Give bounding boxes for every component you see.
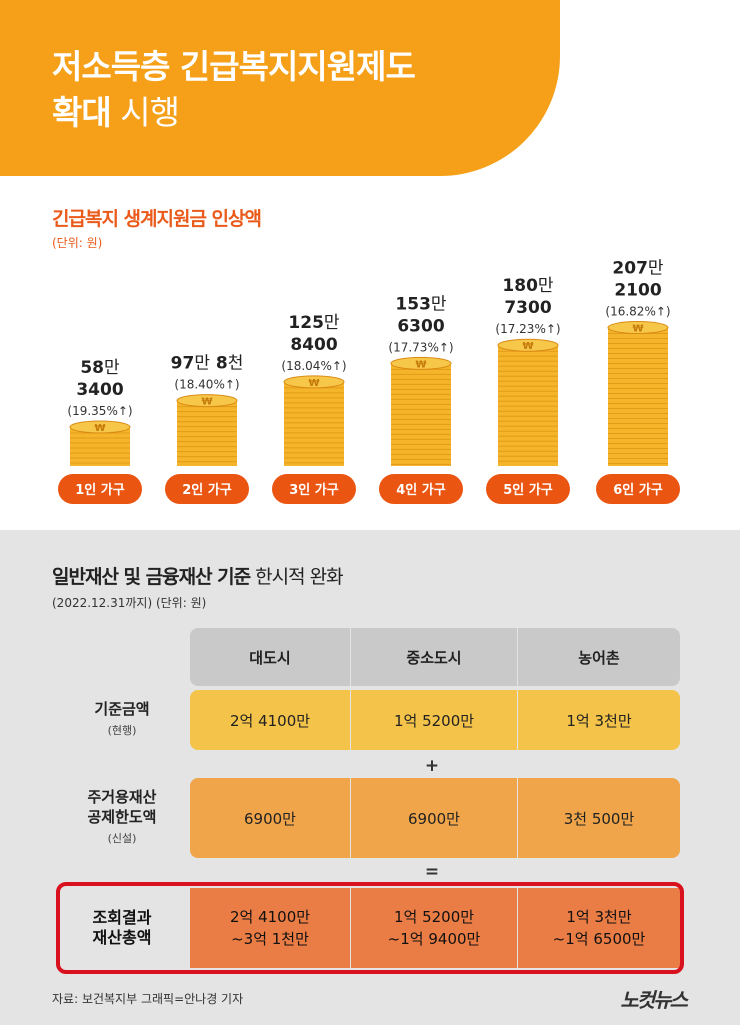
category-label: 1인 가구 <box>75 482 124 498</box>
coin-top <box>390 356 452 370</box>
category-label: 2인 가구 <box>182 482 231 498</box>
category-label: 5인 가구 <box>503 482 552 498</box>
header-mid-city: 중소도시 <box>351 628 517 686</box>
table-cell: 1억 5200만 ~1억 9400만 <box>351 888 517 968</box>
title-bold: 확대 <box>52 93 112 132</box>
coin-top <box>176 394 238 408</box>
plus-sign: + <box>424 756 440 776</box>
table-cell: 6900만 <box>351 778 517 858</box>
header-large-city: 대도시 <box>190 628 350 686</box>
row-label-note: (신설) <box>107 832 137 845</box>
table-cell: 2억 4100만 ~3억 1천만 <box>190 888 350 968</box>
category-badge <box>272 474 356 504</box>
equal-sign: = <box>424 862 440 882</box>
value-label-line1: 153만 <box>395 294 447 314</box>
value-label-line1: 97만 8천 <box>171 354 244 374</box>
row-label-total-assets: 조회결과 재산총액 <box>60 888 184 968</box>
table-cell: 1억 3천만 ~1억 6500만 <box>518 888 680 968</box>
title-line-2: 확대 시행 <box>52 90 415 136</box>
table-subtitle: (2022.12.31까지) (단위: 원) <box>52 596 207 610</box>
percent-label: (19.35%↑) <box>67 404 132 418</box>
table-cell: 2억 4100만 <box>190 690 350 750</box>
highlight-frame <box>56 882 684 974</box>
table-cell: 3천 500만 <box>518 778 680 858</box>
percent-label: (18.04%↑) <box>281 359 346 373</box>
value-label-line2: 6300 <box>397 316 444 336</box>
category-label: 3인 가구 <box>289 482 338 498</box>
chart-section: 저소득층 긴급복지지원제도 확대 시행 긴급복지 생계지원금 인상액 (단위: … <box>0 0 680 504</box>
title-banner: 저소득층 긴급복지지원제도 확대 시행 <box>0 0 560 176</box>
table-section: 일반재산 및 금융재산 기준 한시적 완화 (2022.12.31까지) (단위… <box>0 530 740 1025</box>
row-label-base-amount: 기준금액 (현행) <box>60 690 184 750</box>
row-label-text: 조회결과 재산총액 <box>92 908 152 947</box>
table-title: 일반재산 및 금융재산 기준 한시적 완화 <box>52 562 344 589</box>
value-label-line2: 8400 <box>290 335 337 355</box>
nocut-news-logo: 노컷뉴스 <box>620 988 688 1012</box>
coin-top <box>69 420 131 434</box>
page-title: 저소득층 긴급복지지원제도 확대 시행 <box>52 44 416 136</box>
value-label-line1: 180만 <box>502 276 554 296</box>
row-label-housing-deduction: 주거용재산 공제한도액 (신설) <box>60 778 184 858</box>
value-label-line1: 125만 <box>288 313 340 333</box>
category-badge <box>58 474 142 504</box>
category-label: 6인 가구 <box>613 482 662 498</box>
source-credit: 자료: 보건복지부 그래픽=안나경 기자 <box>52 992 244 1006</box>
table-cell: 1억 3천만 <box>518 690 680 750</box>
coin-top <box>607 321 669 335</box>
percent-label: (16.82%↑) <box>605 305 670 319</box>
table-cell: 6900만 <box>190 778 350 858</box>
value-label-line2: 2100 <box>614 281 661 301</box>
coin-top <box>283 375 345 389</box>
category-badge <box>379 474 463 504</box>
category-badge <box>165 474 249 504</box>
coin-stack <box>608 327 668 466</box>
won-icon: ₩ <box>632 324 643 335</box>
won-icon: ₩ <box>522 341 533 352</box>
title-light: 시행 <box>110 93 180 132</box>
chart-title: 긴급복지 생계지원금 인상액 <box>52 208 262 230</box>
percent-label: (17.73%↑) <box>388 340 453 354</box>
category-label: 4인 가구 <box>396 482 445 498</box>
table-cell: 1억 5200만 <box>351 690 517 750</box>
value-label-line2: 3400 <box>76 380 123 400</box>
won-icon: ₩ <box>308 378 319 389</box>
title-line-1: 저소득층 긴급복지지원제도 <box>52 47 416 86</box>
row-label-text: 주거용재산 공제한도액 <box>87 788 157 826</box>
table-title-light: 한시적 완화 <box>250 566 343 588</box>
header-rural: 농어촌 <box>518 628 680 686</box>
percent-label: (17.23%↑) <box>495 322 560 336</box>
percent-label: (18.40%↑) <box>174 378 239 392</box>
chart-unit: (단위: 원) <box>52 236 103 250</box>
row-label-note: (현행) <box>107 724 137 737</box>
value-label-line2: 7300 <box>504 298 551 318</box>
category-badge <box>596 474 680 504</box>
value-label-line1: 58만 <box>80 358 120 378</box>
value-label-line1: 207만 <box>612 259 664 279</box>
category-badge <box>486 474 570 504</box>
won-icon: ₩ <box>94 423 105 434</box>
won-icon: ₩ <box>201 397 212 408</box>
coin-stack <box>284 381 344 466</box>
won-icon: ₩ <box>415 359 426 370</box>
table-title-bold: 일반재산 및 금융재산 기준 <box>52 566 251 588</box>
coin-top <box>497 338 559 352</box>
row-label-text: 기준금액 <box>94 700 150 718</box>
coin-stack <box>498 345 558 466</box>
